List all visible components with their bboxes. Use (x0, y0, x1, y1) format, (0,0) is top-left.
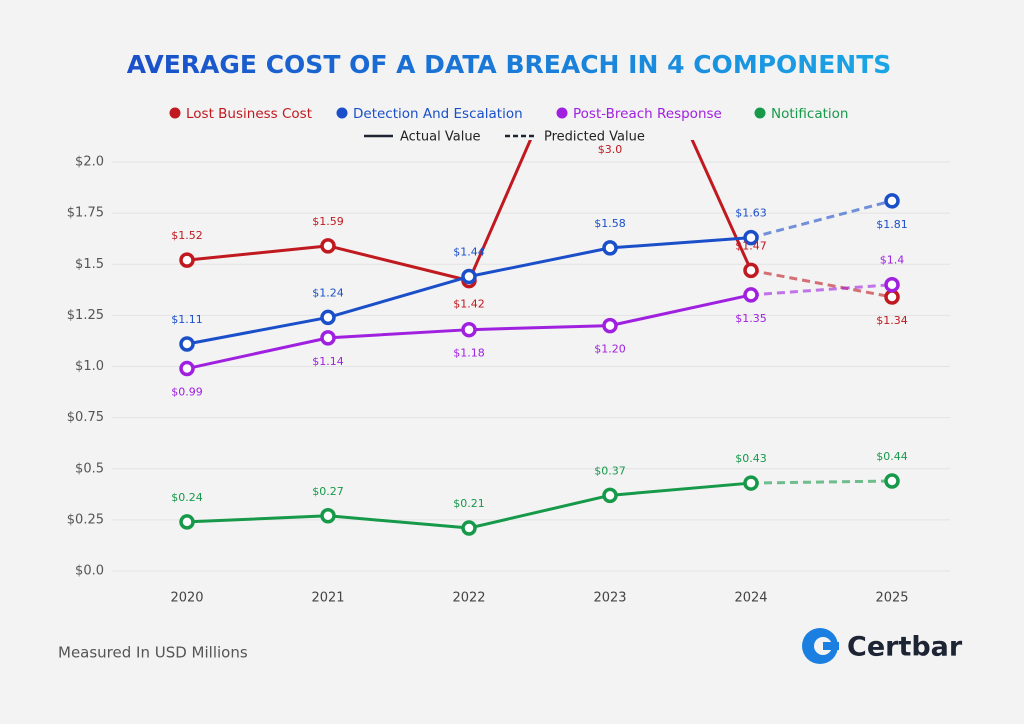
x-tick-label: 2024 (734, 591, 767, 606)
legend-label: Lost Business Cost (186, 106, 312, 122)
y-tick-label: $0.75 (67, 410, 104, 425)
y-tick-label: $1.25 (67, 308, 104, 323)
x-tick-label: 2021 (311, 591, 344, 606)
legend-label: Predicted Value (544, 130, 645, 145)
data-point (884, 276, 900, 293)
y-tick-label: $1.75 (67, 206, 104, 221)
line-style-legend: Actual Value Predicted Value (364, 130, 645, 145)
data-label: $1.47 (735, 239, 767, 252)
legend-marker (754, 107, 766, 119)
x-tick-label: 2020 (170, 591, 203, 606)
data-label: $0.44 (876, 450, 908, 463)
data-label: $1.11 (171, 313, 203, 326)
data-point (884, 473, 900, 489)
predicted-line (750, 283, 893, 297)
predicted-line (750, 268, 893, 299)
logo-icon-cut (823, 642, 839, 650)
data-label: $1.20 (594, 343, 626, 356)
brand-logo: Certbar (802, 628, 963, 664)
data-point (602, 317, 618, 334)
y-tick-label: $2.0 (75, 155, 104, 170)
data-point (320, 309, 336, 326)
data-label: $1.44 (453, 246, 485, 259)
data-label: $0.24 (171, 491, 203, 504)
data-label: $1.52 (171, 229, 203, 242)
data-point (743, 287, 759, 303)
brand-name: Certbar (847, 632, 963, 663)
data-label: $1.59 (312, 215, 344, 228)
data-point (320, 330, 336, 346)
data-point (884, 193, 900, 209)
x-tick-label: 2022 (452, 591, 485, 606)
data-point (884, 289, 900, 305)
y-tick-label: $1.5 (75, 257, 104, 272)
data-label: $1.35 (735, 312, 767, 325)
data-point (179, 514, 195, 530)
data-label: $0.99 (171, 386, 203, 399)
data-point (179, 360, 195, 377)
data-point (179, 252, 195, 268)
x-tick-label: 2023 (593, 591, 626, 606)
data-label: $1.4 (880, 254, 905, 267)
y-tick-label: $0.25 (67, 512, 104, 527)
data-point (461, 321, 477, 338)
chart-title: AVERAGE COST OF A DATA BREACH IN 4 COMPO… (127, 50, 892, 79)
legend-label: Detection And Escalation (353, 106, 523, 122)
data-label: $1.42 (453, 298, 485, 311)
predicted-line (750, 479, 893, 485)
legend-label: Notification (771, 106, 848, 122)
data-label: $3.0 (598, 143, 623, 156)
data-point (179, 336, 195, 352)
data-point (743, 229, 759, 246)
legend-marker (336, 107, 348, 119)
data-point (320, 508, 336, 524)
data-point (461, 520, 477, 536)
data-point (602, 487, 618, 504)
x-tick-label: 2025 (875, 591, 908, 606)
legend-marker (556, 107, 568, 119)
y-tick-label: $0.5 (75, 461, 104, 476)
data-point (602, 240, 618, 256)
data-label: $1.63 (735, 207, 767, 220)
legend-label: Actual Value (400, 130, 481, 145)
data-label: $1.81 (876, 218, 908, 231)
plot-area (179, 140, 900, 536)
legend-label: Post-Breach Response (573, 106, 722, 122)
data-label: $0.37 (594, 464, 626, 477)
footnote: Measured In USD Millions (58, 644, 248, 662)
data-label: $1.34 (876, 314, 908, 327)
data-point (743, 262, 759, 279)
data-point (320, 238, 336, 254)
predicted-line (750, 199, 893, 240)
data-point (461, 268, 477, 285)
data-label: $1.14 (312, 355, 344, 368)
data-label: $0.27 (312, 485, 344, 498)
data-label: $0.21 (453, 497, 485, 510)
y-tick-label: $1.0 (75, 359, 104, 374)
legend-marker (169, 107, 181, 119)
data-point (743, 475, 759, 491)
data-label: $0.43 (735, 452, 767, 465)
data-label: $1.18 (453, 347, 485, 360)
y-tick-label: $0.0 (75, 564, 104, 579)
data-label: $1.58 (594, 217, 626, 230)
data-label: $1.24 (312, 286, 344, 299)
